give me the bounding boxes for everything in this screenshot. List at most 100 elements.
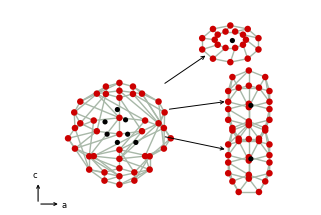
Point	[230, 180, 235, 183]
Point	[263, 180, 268, 183]
Point	[105, 132, 110, 136]
Point	[156, 100, 161, 103]
Point	[125, 132, 130, 136]
Point	[267, 154, 272, 157]
Point	[78, 100, 83, 103]
Point	[256, 139, 262, 143]
Point	[91, 154, 96, 158]
Point	[117, 116, 122, 120]
Point	[87, 168, 92, 171]
Point	[246, 123, 251, 127]
Point	[139, 129, 144, 133]
Point	[256, 190, 262, 194]
Point	[72, 126, 77, 130]
Point	[94, 92, 100, 95]
Point	[246, 105, 251, 109]
Point	[115, 141, 120, 144]
Point	[117, 89, 122, 92]
Point	[246, 155, 251, 159]
Point	[230, 126, 235, 130]
Point	[256, 137, 262, 140]
Point	[200, 48, 205, 51]
Point	[103, 92, 108, 96]
Point	[117, 148, 122, 151]
Point	[267, 100, 272, 103]
Point	[267, 161, 272, 164]
Point	[215, 43, 220, 46]
Point	[223, 46, 228, 50]
Point	[236, 137, 241, 140]
Point	[147, 155, 152, 158]
Point	[256, 48, 261, 51]
Text: a: a	[62, 201, 67, 210]
Point	[130, 85, 135, 88]
Point	[246, 122, 251, 126]
Point	[226, 89, 231, 93]
Point	[267, 143, 272, 146]
Point	[263, 129, 268, 132]
Point	[72, 147, 77, 150]
Point	[132, 171, 137, 174]
Point	[230, 39, 235, 42]
Point	[236, 139, 241, 143]
Point	[117, 157, 122, 161]
Point	[143, 154, 148, 158]
Point	[212, 38, 217, 41]
Point	[130, 92, 135, 96]
Point	[147, 168, 152, 171]
Point	[245, 27, 250, 31]
Point	[78, 121, 83, 125]
Point	[133, 141, 138, 144]
Point	[240, 43, 246, 46]
Point	[230, 75, 235, 79]
Point	[246, 84, 251, 88]
Point	[240, 33, 246, 36]
Point	[117, 167, 122, 170]
Point	[94, 129, 100, 133]
Point	[246, 159, 251, 162]
Point	[226, 108, 231, 111]
Point	[246, 69, 251, 72]
Point	[87, 155, 92, 158]
Point	[233, 30, 238, 33]
Point	[65, 137, 71, 140]
Point	[117, 183, 122, 186]
Point	[91, 119, 96, 122]
Point	[226, 143, 231, 146]
Point	[210, 57, 215, 60]
Point	[245, 57, 250, 60]
Point	[139, 92, 144, 95]
Point	[228, 24, 233, 27]
Point	[256, 86, 262, 89]
Point	[168, 137, 173, 140]
Point	[226, 100, 231, 103]
Point	[267, 89, 272, 93]
Point	[236, 190, 241, 194]
Point	[117, 175, 122, 178]
Point	[72, 111, 77, 114]
Point	[162, 111, 167, 114]
Point	[132, 179, 137, 182]
Point	[226, 161, 231, 164]
Point	[267, 108, 272, 111]
Point	[200, 36, 205, 40]
Point	[102, 179, 107, 182]
Point	[226, 154, 231, 157]
Point	[246, 173, 251, 177]
Point	[226, 118, 231, 121]
Point	[236, 86, 241, 89]
Point	[267, 118, 272, 121]
Point	[161, 126, 167, 130]
Point	[115, 108, 120, 111]
Point	[246, 120, 251, 123]
Point	[117, 96, 122, 99]
Point	[246, 177, 251, 180]
Point	[226, 172, 231, 175]
Point	[102, 171, 107, 174]
Point	[210, 27, 215, 31]
Point	[256, 36, 261, 40]
Point	[117, 81, 122, 84]
Point	[215, 33, 220, 36]
Point	[223, 30, 228, 33]
Point	[123, 118, 128, 121]
